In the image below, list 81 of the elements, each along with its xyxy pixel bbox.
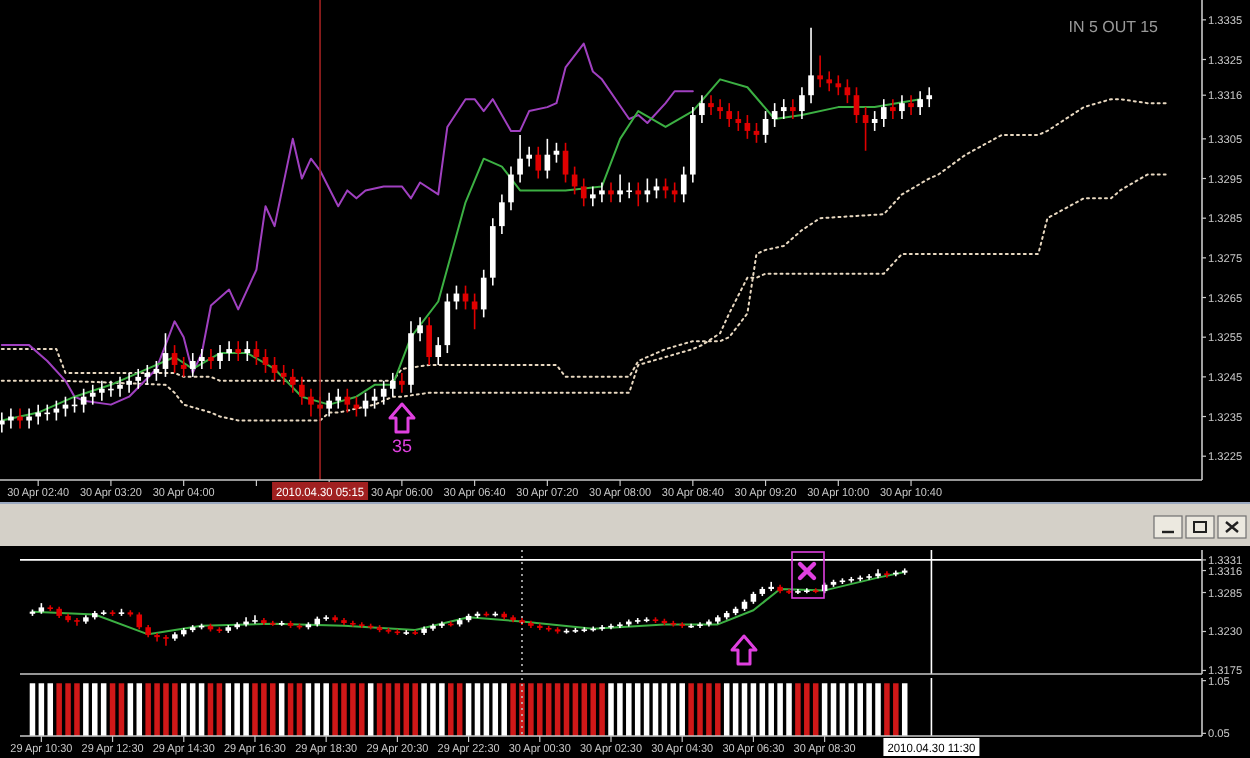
candlestick	[826, 70, 833, 93]
candlestick	[171, 344, 178, 374]
candlestick	[435, 336, 442, 366]
candlestick	[389, 372, 396, 398]
candlestick	[880, 98, 887, 128]
annotation: IN 5 OUT 15	[1068, 18, 1160, 36]
candlestick	[717, 98, 723, 120]
candlestick	[780, 98, 787, 120]
candlestick	[35, 403, 42, 426]
candlestick	[890, 98, 896, 120]
candlestick	[199, 348, 205, 370]
candlestick	[326, 391, 332, 418]
candlestick	[499, 193, 505, 235]
candlestick	[417, 316, 423, 342]
annotation: 35	[391, 436, 413, 456]
candlestick	[653, 177, 660, 200]
candlestick	[353, 395, 360, 418]
candlestick	[535, 145, 542, 180]
candlestick	[590, 185, 596, 208]
candlestick	[335, 387, 342, 410]
candlestick	[74, 617, 80, 627]
candlestick	[526, 145, 532, 168]
candlestick	[153, 360, 160, 382]
candlestick	[299, 376, 305, 406]
candlestick	[126, 372, 132, 394]
candlestick	[480, 268, 487, 319]
candlestick	[799, 86, 805, 120]
candlestick	[544, 138, 551, 180]
candlestick	[117, 376, 123, 398]
candlestick	[726, 102, 733, 128]
candlestick	[917, 90, 923, 116]
candlestick	[399, 372, 405, 394]
candlestick	[580, 177, 587, 208]
candlestick	[699, 94, 705, 124]
candlestick	[426, 316, 432, 366]
candlestick	[226, 340, 232, 362]
candlestick	[680, 165, 687, 204]
candlestick	[62, 395, 69, 418]
candlestick	[835, 74, 842, 97]
candlestick	[908, 94, 914, 116]
candlestick	[308, 387, 314, 418]
candlestick	[217, 344, 223, 370]
candlestick	[252, 614, 258, 625]
candlestick	[235, 340, 242, 362]
candlestick	[189, 352, 196, 378]
candlestick	[380, 380, 387, 406]
candlestick	[790, 98, 796, 120]
candlestick	[635, 181, 642, 208]
candlestick	[163, 634, 169, 647]
candlestick	[371, 387, 378, 410]
candlestick	[89, 383, 96, 406]
candlestick	[280, 364, 287, 386]
candlestick	[735, 110, 742, 132]
candlestick	[289, 368, 296, 394]
candlestick	[884, 570, 890, 579]
candlestick	[162, 332, 169, 378]
candlestick	[144, 364, 151, 386]
candlestick	[53, 399, 60, 422]
candlestick	[608, 181, 614, 204]
candlestick	[244, 340, 251, 362]
candlestick	[553, 142, 560, 164]
candlestick	[208, 348, 214, 370]
candlestick	[599, 181, 605, 204]
candlestick	[753, 122, 760, 144]
candlestick	[899, 94, 905, 120]
candlestick	[180, 356, 187, 378]
candlestick	[817, 54, 823, 89]
candlestick	[0, 411, 5, 434]
candlestick	[562, 142, 569, 184]
candlestick	[871, 110, 878, 132]
candlestick	[808, 26, 814, 104]
candlestick	[508, 165, 514, 212]
candlestick	[671, 181, 678, 204]
candlestick	[762, 110, 769, 144]
candlestick	[517, 134, 523, 184]
candlestick	[708, 94, 714, 116]
candlestick	[135, 368, 142, 390]
candlestick	[768, 581, 774, 592]
candlestick	[662, 177, 669, 200]
candlestick	[926, 86, 933, 108]
candlestick	[644, 177, 651, 204]
